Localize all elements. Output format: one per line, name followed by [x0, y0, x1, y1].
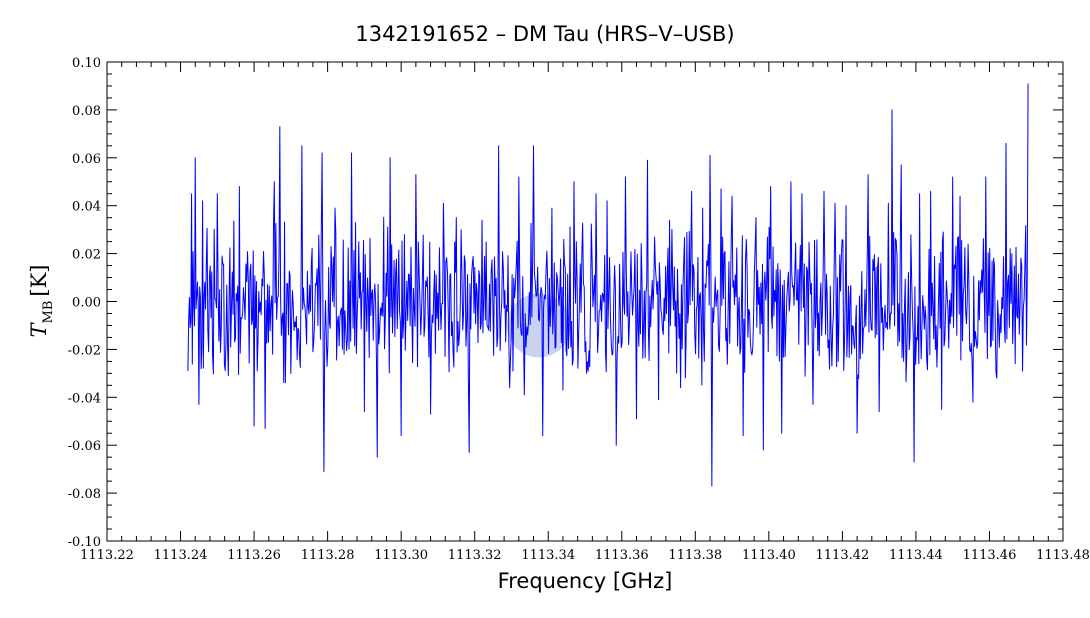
x-tick-label: 1113.30	[374, 548, 428, 563]
x-tick-label: 1113.22	[80, 548, 134, 563]
y-axis-label: TMB [K]	[27, 265, 56, 338]
y-tick-label: 0.06	[72, 152, 101, 167]
x-tick-label: 1113.26	[227, 548, 281, 563]
x-tick-label: 1113.42	[816, 548, 870, 563]
x-tick-label: 1113.40	[742, 548, 796, 563]
x-tick-label: 1113.46	[963, 548, 1017, 563]
y-axis-symbol: T	[27, 321, 51, 337]
y-tick-label: 0.02	[72, 248, 101, 263]
y-tick-label: -0.06	[68, 439, 101, 454]
y-tick-label: -0.10	[68, 535, 101, 550]
y-tick-label: -0.02	[68, 343, 101, 358]
y-tick-label: 0.04	[72, 200, 101, 215]
y-axis-subscript: MB	[41, 301, 56, 324]
x-tick-label: 1113.24	[154, 548, 208, 563]
x-tick-label: 1113.36	[595, 548, 649, 563]
x-axis-label: Frequency [GHz]	[498, 569, 673, 593]
x-tick-label: 1113.32	[448, 548, 502, 563]
y-tick-label: 0.10	[72, 56, 101, 71]
y-axis-ticks: -0.10 -0.08 -0.06 -0.04 -0.02 0.00 0.02 0.04 0.0…	[68, 56, 1063, 550]
spectrum-layer	[187, 83, 1029, 487]
plot-frame	[106, 61, 1064, 542]
x-tick-label: 1113.48	[1036, 548, 1090, 563]
y-tick-label: 0.08	[72, 104, 101, 119]
y-tick-label: -0.08	[68, 487, 101, 502]
y-axis-unit: [K]	[27, 265, 51, 297]
x-tick-label: 1113.38	[668, 548, 722, 563]
spectrum-line	[187, 83, 1029, 487]
x-tick-label: 1113.28	[301, 548, 355, 563]
chart-title: 1342191652 – DM Tau (HRS–V–USB)	[355, 22, 734, 46]
y-tick-label: -0.04	[68, 391, 101, 406]
x-tick-label: 1113.44	[889, 548, 943, 563]
y-tick-label: 0.00	[72, 296, 101, 311]
x-axis-ticks: 1113.22 1113.24 1113.26 1113.28 1113.30 1113.…	[80, 62, 1090, 563]
x-tick-label: 1113.34	[521, 548, 575, 563]
